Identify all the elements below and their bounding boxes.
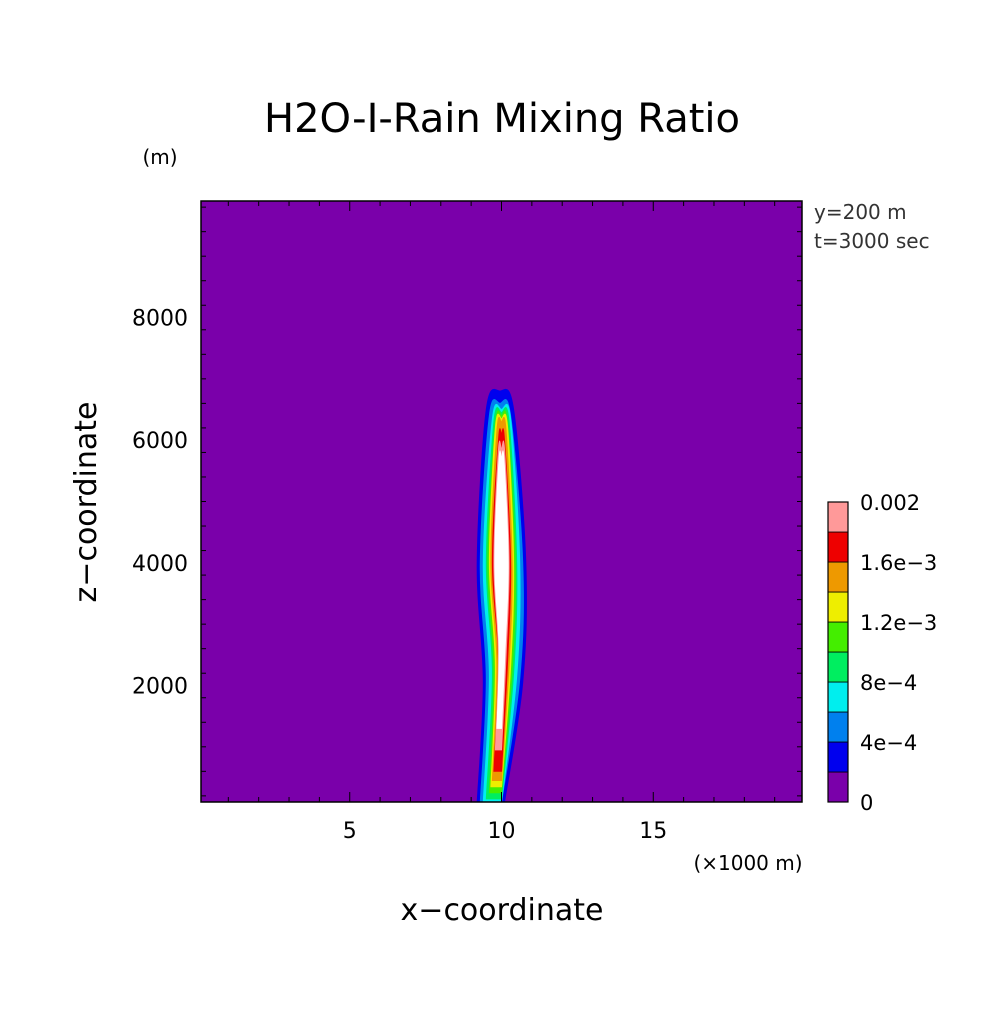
colorbar-swatch (827, 591, 849, 623)
colorbar-swatch (827, 711, 849, 743)
x-tick-label: 5 (343, 819, 357, 844)
y-tick-label: 4000 (132, 552, 188, 577)
colorbar-swatch (827, 771, 849, 803)
colorbar-label: 8e−4 (860, 671, 917, 695)
info-y-position: y=200 m (814, 200, 907, 224)
plot-area (200, 200, 803, 803)
x-tick-label: 10 (488, 819, 516, 844)
x-unit-label: (×1000 m) (693, 851, 802, 875)
colorbar-label: 1.6e−3 (860, 551, 937, 575)
colorbar-swatch (827, 531, 849, 563)
colorbar-swatch (827, 741, 849, 773)
y-tick-label: 2000 (132, 674, 188, 699)
colorbar-swatch (827, 681, 849, 713)
colorbar-swatch (827, 651, 849, 683)
axis-ticks: 5 10 15 2000 4000 6000 8000 (132, 201, 802, 844)
colorbar-label: 4e−4 (860, 731, 917, 755)
y-unit-label: (m) (142, 145, 177, 169)
colorbar-swatch (827, 501, 849, 533)
colorbar: 0 4e−4 8e−4 1.2e−3 1.6e−3 0.002 (827, 491, 937, 815)
colorbar-label: 0 (860, 791, 873, 815)
x-axis-title: x−coordinate (401, 893, 604, 928)
x-tick-label: 15 (639, 819, 667, 844)
colorbar-frame (827, 501, 849, 803)
colorbar-swatch (827, 561, 849, 593)
contour-fills (476, 388, 527, 802)
y-tick-label: 6000 (132, 429, 188, 454)
chart-title: H2O-I-Rain Mixing Ratio (264, 96, 740, 142)
y-tick-label: 8000 (132, 307, 188, 332)
colorbar-label: 1.2e−3 (860, 611, 937, 635)
colorbar-label: 0.002 (860, 491, 920, 515)
colorbar-swatch (827, 621, 849, 653)
y-axis-title: z−coordinate (69, 402, 104, 603)
contour-band-9 (494, 450, 509, 729)
info-time: t=3000 sec (814, 229, 930, 253)
